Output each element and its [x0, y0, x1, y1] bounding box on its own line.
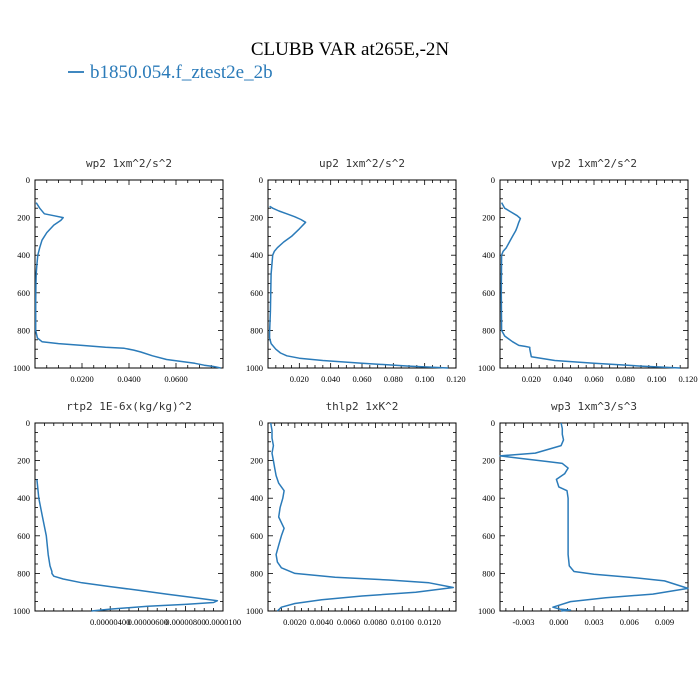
y-tick-label: 800 — [250, 325, 263, 335]
y-tick-label: 0 — [26, 418, 30, 428]
x-tick-label: 0.009 — [655, 617, 674, 627]
y-tick-label: 600 — [482, 531, 495, 541]
x-tick-label: 0.0100 — [391, 617, 414, 627]
plot-frame — [267, 179, 457, 369]
y-tick-label: 800 — [482, 568, 495, 578]
y-tick-label: 1000 — [246, 363, 263, 373]
x-tick-label: 0.100 — [415, 374, 434, 384]
x-tick-label: 0.0020 — [283, 617, 306, 627]
x-tick-label: 0.00000400 — [90, 617, 130, 627]
series-line — [269, 422, 455, 612]
plot-frame — [499, 422, 689, 612]
y-tick-label: 600 — [250, 288, 263, 298]
x-tick-label: 0.0120 — [417, 617, 440, 627]
panel-title: vp2 1xm^2/s^2 — [551, 157, 637, 170]
x-tick-label: 0.120 — [446, 374, 465, 384]
x-tick-label: 0.120 — [678, 374, 697, 384]
y-tick-label: 800 — [482, 325, 495, 335]
x-tick-label: 0.060 — [352, 374, 371, 384]
y-tick-label: 800 — [250, 568, 263, 578]
y-tick-label: 0 — [491, 175, 495, 185]
y-tick-label: 400 — [482, 493, 495, 503]
y-tick-label: 0 — [26, 175, 30, 185]
y-tick-label: 400 — [17, 250, 30, 260]
y-tick-label: 200 — [17, 456, 30, 466]
x-tick-label: 0.020 — [290, 374, 309, 384]
x-tick-label: 0.000 — [549, 617, 568, 627]
y-tick-label: 800 — [17, 568, 30, 578]
y-tick-label: 400 — [17, 493, 30, 503]
y-tick-label: 0 — [259, 418, 263, 428]
x-tick-label: -0.003 — [513, 617, 535, 627]
y-tick-label: 1000 — [246, 606, 263, 616]
y-tick-label: 200 — [250, 456, 263, 466]
x-tick-label: 0.020 — [522, 374, 541, 384]
y-tick-label: 200 — [17, 213, 30, 223]
y-tick-label: 400 — [250, 250, 263, 260]
y-tick-label: 400 — [482, 250, 495, 260]
y-tick-label: 800 — [17, 325, 30, 335]
y-tick-label: 200 — [482, 213, 495, 223]
y-tick-label: 200 — [250, 213, 263, 223]
x-tick-label: 0.080 — [616, 374, 635, 384]
y-tick-label: 1000 — [13, 606, 30, 616]
y-tick-label: 600 — [17, 531, 30, 541]
series-line — [499, 422, 689, 612]
series-line — [34, 202, 221, 369]
y-tick-label: 400 — [250, 493, 263, 503]
y-tick-label: 1000 — [13, 363, 30, 373]
x-tick-label: 0.080 — [384, 374, 403, 384]
y-tick-label: 1000 — [478, 363, 495, 373]
chart-panel: wp3 1xm^3/s^3 0 200 400 600 800 1000 -0.003 0.00… — [478, 400, 689, 627]
x-tick-label: 0.0080 — [364, 617, 387, 627]
x-tick-label: 0.100 — [647, 374, 666, 384]
series-line — [268, 205, 449, 369]
chart-panel: rtp2 1E-6x(kg/kg)^2 0 200 400 600 800 1000 0.00… — [13, 400, 241, 627]
chart-panel: thlp2 1xK^2 0 200 400 600 800 1000 0.0020 0.0040… — [246, 400, 457, 627]
y-tick-label: 0 — [491, 418, 495, 428]
y-tick-label: 600 — [17, 288, 30, 298]
chart-panel: up2 1xm^2/s^2 0 200 400 600 800 1000 0.020 0.040… — [246, 157, 466, 384]
x-tick-label: 0.040 — [321, 374, 340, 384]
x-tick-label: 0.00000800 — [165, 617, 205, 627]
x-tick-label: 0.0400 — [117, 374, 140, 384]
y-tick-label: 200 — [482, 456, 495, 466]
y-tick-label: 0 — [259, 175, 263, 185]
panel-title: rtp2 1E-6x(kg/kg)^2 — [66, 400, 192, 413]
panel-title: thlp2 1xK^2 — [326, 400, 399, 413]
plot-frame — [499, 179, 689, 369]
x-tick-label: 0.0600 — [164, 374, 187, 384]
x-tick-label: 0.00000600 — [128, 617, 168, 627]
panel-title: wp3 1xm^3/s^3 — [551, 400, 637, 413]
x-tick-label: 0.006 — [620, 617, 639, 627]
x-tick-label: 0.0060 — [337, 617, 360, 627]
chart-panel: wp2 1xm^2/s^2 0 200 400 600 800 1000 0.0200 0.04… — [13, 157, 224, 384]
x-tick-label: 0.0040 — [310, 617, 333, 627]
panel-title: wp2 1xm^2/s^2 — [86, 157, 172, 170]
series-line — [36, 479, 219, 612]
x-tick-label: 0.040 — [553, 374, 572, 384]
x-tick-label: 0.0000100 — [205, 617, 241, 627]
series-line — [500, 202, 681, 369]
chart-panel: vp2 1xm^2/s^2 0 200 400 600 800 1000 0.020 0.040… — [478, 157, 698, 384]
panel-title: up2 1xm^2/s^2 — [319, 157, 405, 170]
y-tick-label: 600 — [482, 288, 495, 298]
legend-label: b1850.054.f_ztest2e_2b — [90, 62, 273, 83]
x-tick-label: 0.0200 — [70, 374, 93, 384]
y-tick-label: 600 — [250, 531, 263, 541]
y-tick-label: 1000 — [478, 606, 495, 616]
plot-frame — [34, 422, 224, 612]
chart-title: CLUBB VAR at265E,-2N — [251, 39, 450, 60]
x-tick-label: 0.060 — [584, 374, 603, 384]
x-tick-label: 0.003 — [584, 617, 603, 627]
plot-frame — [34, 179, 224, 369]
